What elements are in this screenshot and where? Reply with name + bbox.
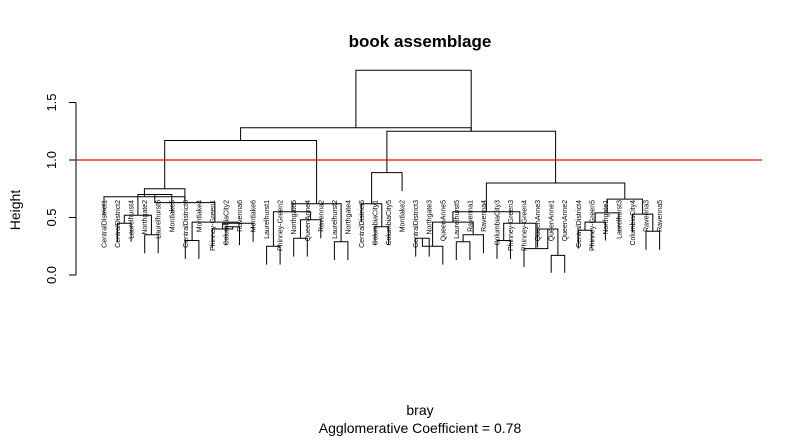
leaf-label: Laurelhurst3 <box>616 200 623 239</box>
leaf-label: QueenAnne3 <box>535 200 542 241</box>
leaf-label: Montlake2 <box>400 200 407 232</box>
y-tick-label: 0.0 <box>44 266 59 284</box>
leaf-label: Laurelhurst1 <box>264 200 271 239</box>
leaf-label: Phinney-Green3 <box>508 200 515 251</box>
leaf-label: ColumbiaCity1 <box>373 200 380 246</box>
leaf-label: Northgate3 <box>427 200 434 235</box>
leaf-label: CentralDistrict6 <box>183 200 190 248</box>
leaf-labels: CentralDistrict1 CentralDistrict2 Laurelhu… <box>102 200 665 251</box>
merge-branch <box>455 241 471 261</box>
leaf-label: Montlake5 <box>169 200 176 232</box>
leaf-label: ColumbiaCity2 <box>223 200 230 246</box>
leaf-label: QueenAnne1 <box>549 200 556 241</box>
leaf-label: Montlake6 <box>251 200 258 232</box>
agglomerative-coefficient: Agglomerative Coefficient = 0.78 <box>319 420 522 436</box>
leaf-label: Laurelhurst2 <box>332 200 339 239</box>
leaf-label: Laurelhurst6 <box>156 200 163 239</box>
leaf-label: Phinney-Green5 <box>589 200 596 251</box>
leaf-label: CentralDistrict4 <box>576 200 583 248</box>
x-axis-label: bray <box>406 402 433 418</box>
leaf-label: Ravenna3 <box>644 200 651 232</box>
chart-title: book assemblage <box>349 32 492 51</box>
merge-branch <box>164 140 318 204</box>
leaf-label: Laurelhurst5 <box>454 200 461 239</box>
leaf-label: Phinney-Green1 <box>210 200 217 251</box>
leaf-label: Ravenna6 <box>237 200 244 232</box>
leaf-label: Phinney-Green2 <box>278 200 285 251</box>
merge-branch <box>355 69 472 132</box>
leaf-label: Phinney-Green4 <box>522 200 529 251</box>
leaf-label: CentralDistrict3 <box>413 200 420 248</box>
leaf-label: Laurelhurst4 <box>129 200 136 239</box>
leaf-label: ColumbiaCity4 <box>630 200 637 246</box>
leaf-label: Ravenna2 <box>318 200 325 232</box>
dendrogram-tree <box>103 69 661 273</box>
leaf-label: ColumbiaCity5 <box>386 200 393 246</box>
leaf-label: Montlake4 <box>196 200 203 232</box>
leaf-label: Northgate4 <box>345 200 352 235</box>
merge-branch <box>386 130 557 183</box>
leaf-label: Ravenna5 <box>657 200 664 232</box>
leaf-label: QueenAnne2 <box>562 200 569 241</box>
merge-branch <box>333 241 349 261</box>
y-tick-label: 1.0 <box>44 151 59 169</box>
leaf-label: CentralDistrict5 <box>359 200 366 248</box>
leaf-label: Ravenna1 <box>467 200 474 232</box>
y-tick-label: 1.5 <box>44 93 59 111</box>
merge-branch <box>606 198 644 215</box>
merge-branch <box>143 188 186 203</box>
merge-branch <box>550 254 566 273</box>
y-axis-label: Height <box>7 190 23 231</box>
leaf-label: Northgate5 <box>291 200 298 235</box>
y-tick-label: 0.5 <box>44 208 59 226</box>
merge-branch <box>645 230 661 250</box>
leaf-label: ColumbiaCity3 <box>494 200 501 246</box>
y-axis: 0.0 0.5 1.0 1.5 <box>44 93 77 284</box>
merge-branch <box>371 172 403 204</box>
leaf-label: QueenAnne5 <box>440 200 447 241</box>
leaf-label: Northgate2 <box>142 200 149 235</box>
leaf-label: CentralDistrict1 <box>102 200 109 248</box>
leaf-label: Ravenna4 <box>481 200 488 232</box>
leaf-label: CentralDistrict2 <box>115 200 122 248</box>
leaf-label: QueenAnne4 <box>305 200 312 241</box>
merge-branch <box>240 127 472 141</box>
merge-branch <box>462 234 484 254</box>
leaf-label: Northgate1 <box>603 200 610 235</box>
